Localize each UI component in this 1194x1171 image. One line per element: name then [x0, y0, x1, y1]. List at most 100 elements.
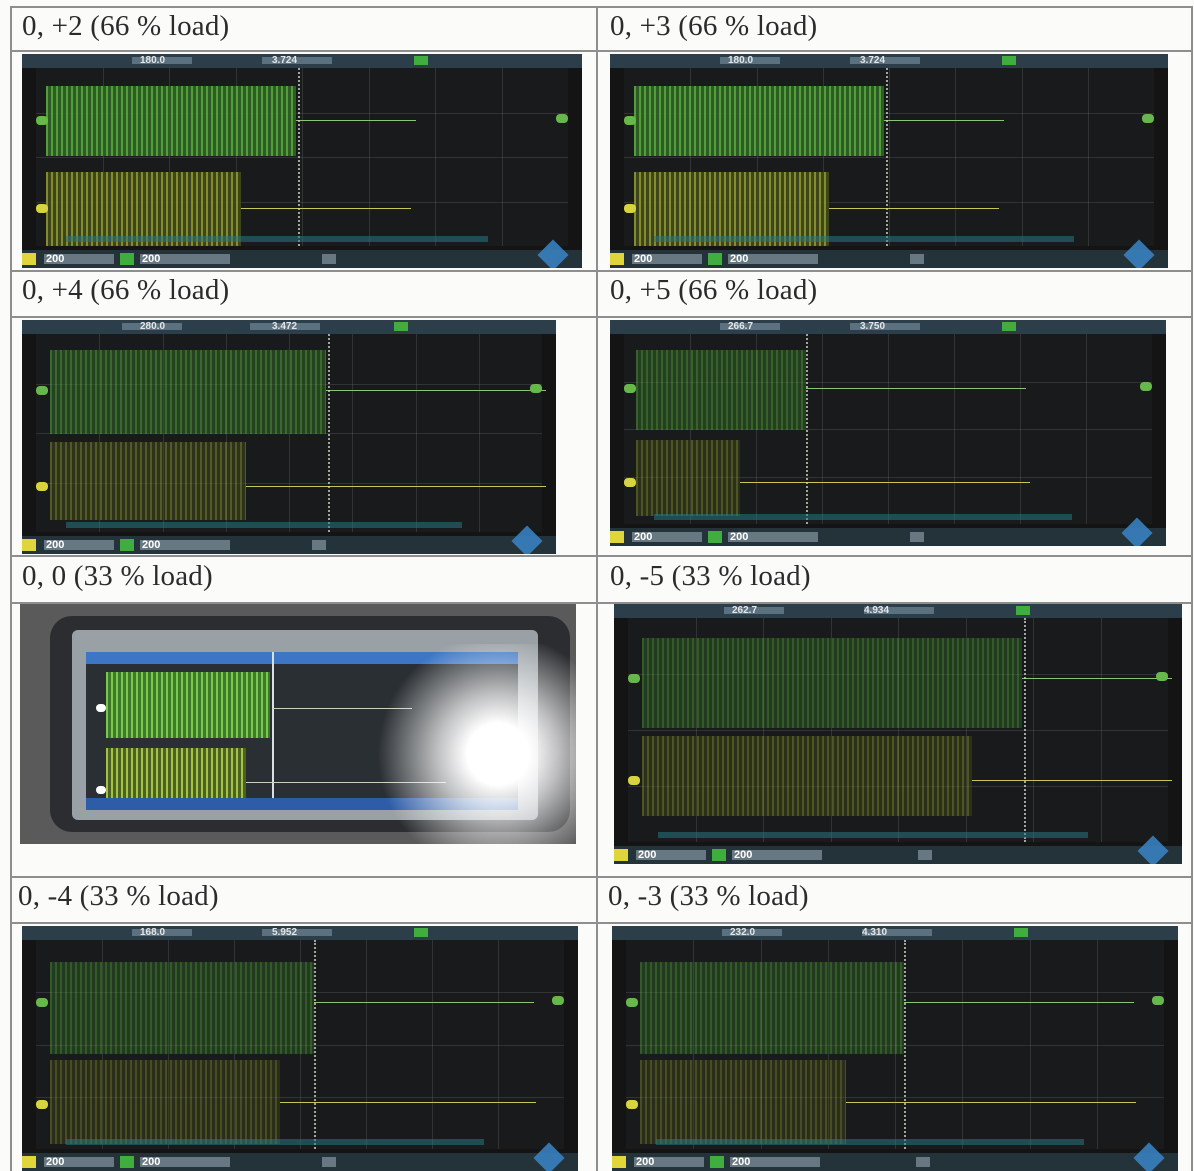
caption-0-minus3: 0, -3 (33 % load)	[608, 880, 809, 912]
time-readout: 168.0	[140, 927, 166, 938]
scope-status-bar: 180.0 3.724	[22, 54, 582, 68]
caption-0-plus5: 0, +5 (66 % load)	[610, 274, 818, 306]
channel1-marker	[628, 674, 640, 683]
table-rule-row4a	[10, 876, 1192, 878]
channel2-marker	[36, 482, 48, 491]
table-rule-row2b	[10, 316, 1192, 318]
caption-0-minus5: 0, -5 (33 % load)	[610, 560, 811, 592]
channel1-burst	[50, 962, 314, 1054]
trigger-cursor	[886, 68, 888, 246]
channel1-scale: 200	[46, 253, 65, 265]
table-rule-row3a	[10, 555, 1192, 557]
caption-0-plus4: 0, +4 (66 % load)	[22, 274, 230, 306]
oscilloscope-screenshot-0-plus4: 280.0 3.472 200 200	[22, 320, 556, 554]
time-readout: 232.0	[730, 927, 756, 938]
channel2-scale: 200	[142, 253, 161, 265]
time-readout: 180.0	[140, 55, 166, 66]
table-border-right	[1191, 6, 1193, 1171]
channel1-burst	[46, 86, 296, 156]
channel2-scale: 200	[730, 253, 749, 265]
channel1-marker	[626, 998, 638, 1007]
channel2-burst	[640, 1060, 846, 1144]
time-readout: 266.7	[728, 321, 754, 332]
scope-status-bar: 180.0 3.724	[610, 54, 1168, 68]
channel2-scale: 200	[142, 539, 161, 551]
period-readout: 4.934	[864, 605, 890, 616]
oscilloscope-screenshot-0-minus4: 168.0 5.952 200 200	[22, 926, 578, 1171]
time-readout: 262.7	[732, 605, 758, 616]
scope-plot-area	[624, 68, 1154, 246]
channel2-marker	[624, 478, 636, 487]
scope-status-bar: 266.7 3.750	[610, 320, 1166, 334]
channel2-scale: 200	[732, 1156, 751, 1168]
trigger-cursor	[806, 334, 808, 524]
scope-status-bar: 168.0 5.952	[22, 926, 578, 940]
scope-channel-bar: 200 200	[612, 1153, 1178, 1171]
time-readout: 280.0	[140, 321, 166, 332]
scope-plot-area	[36, 940, 564, 1149]
period-readout: 5.952	[272, 927, 298, 938]
caption-0-plus2: 0, +2 (66 % load)	[22, 10, 230, 42]
period-readout: 3.724	[860, 55, 886, 66]
period-readout: 4.310	[862, 927, 888, 938]
scope-channel-bar: 200 200	[614, 846, 1182, 864]
channel1-marker	[36, 998, 48, 1007]
channel2-marker	[624, 204, 636, 213]
period-readout: 3.724	[272, 55, 298, 66]
table-rule-row1	[10, 50, 1192, 52]
period-readout: 3.472	[272, 321, 298, 332]
trigger-cursor	[328, 334, 330, 532]
scope-status-bar: 262.7 4.934	[614, 604, 1182, 618]
scope-plot-area	[626, 940, 1164, 1149]
channel1-scale: 200	[634, 531, 653, 543]
oscilloscope-screenshot-0-plus5: 266.7 3.750 200 200	[610, 320, 1166, 546]
scope-channel-bar: 200 200	[22, 1153, 578, 1171]
trigger-cursor	[904, 940, 906, 1149]
scope-channel-bar: 200 200	[610, 250, 1168, 268]
channel2-scale: 200	[734, 849, 753, 861]
channel1-scale: 200	[46, 1156, 65, 1168]
scope-plot-area	[624, 334, 1152, 524]
channel2-burst	[50, 1060, 280, 1144]
time-readout: 180.0	[728, 55, 754, 66]
channel2-scale: 200	[730, 531, 749, 543]
channel1-burst	[50, 350, 326, 434]
channel1-scale: 200	[634, 253, 653, 265]
channel1-scale: 200	[46, 539, 65, 551]
period-readout: 3.750	[860, 321, 886, 332]
table-border-top	[10, 6, 1192, 8]
scope-channel-bar: 200 200	[610, 528, 1166, 546]
channel1-marker	[624, 116, 636, 125]
channel2-burst	[50, 442, 246, 520]
channel1-marker	[36, 116, 48, 125]
caption-0-0: 0, 0 (33 % load)	[22, 560, 213, 592]
channel2-burst	[46, 172, 241, 246]
table-divider-center	[596, 6, 598, 1171]
channel2-burst	[642, 736, 972, 816]
scope-status-bar: 280.0 3.472	[22, 320, 556, 334]
caption-0-plus3: 0, +3 (66 % load)	[610, 10, 818, 42]
oscilloscope-screenshot-0-minus5: 262.7 4.934 200 200	[614, 604, 1182, 864]
scope-plot-area	[628, 618, 1172, 842]
oscilloscope-screenshot-0-minus3: 232.0 4.310 200 200	[612, 926, 1178, 1171]
trigger-cursor	[1024, 618, 1026, 842]
table-rule-row4b	[10, 922, 1192, 924]
channel1-burst	[634, 86, 884, 156]
channel2-marker	[36, 204, 48, 213]
channel2-burst	[636, 440, 740, 516]
table-rule-row2a	[10, 270, 1192, 272]
trigger-cursor	[314, 940, 316, 1149]
scope-channel-bar: 200 200	[22, 250, 582, 268]
channel1-burst	[636, 350, 806, 430]
channel1-burst	[640, 962, 904, 1054]
scope-plot-area	[36, 334, 546, 532]
channel2-marker	[36, 1100, 48, 1109]
scope-plot-area	[36, 68, 568, 246]
channel1-marker	[624, 384, 636, 393]
scope-status-bar: 232.0 4.310	[612, 926, 1178, 940]
camera-glare	[366, 644, 576, 844]
channel1-marker	[36, 386, 48, 395]
channel2-marker	[628, 776, 640, 785]
oscilloscope-screenshot-0-plus3: 180.0 3.724 200 200	[610, 54, 1168, 268]
